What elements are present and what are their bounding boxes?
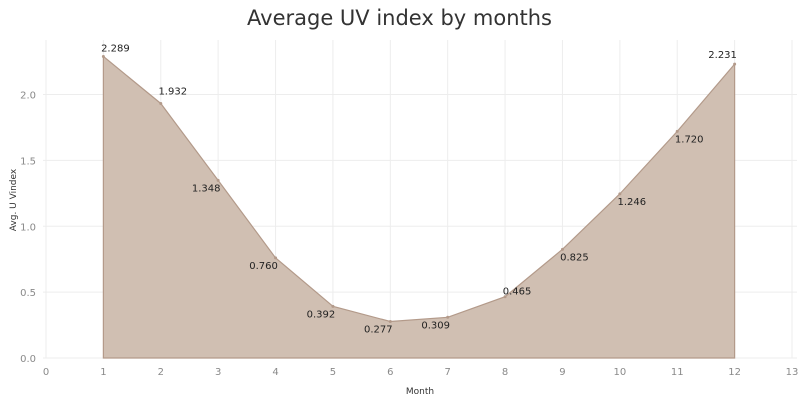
x-tick-label: 1	[100, 367, 106, 378]
x-tick-label: 5	[330, 367, 336, 378]
x-tick-label: 0	[43, 367, 49, 378]
x-tick-label: 3	[215, 367, 221, 378]
x-tick-label: 8	[502, 367, 508, 378]
data-label-month-9: 0.825	[560, 252, 589, 263]
data-label-month-11: 1.720	[675, 134, 704, 145]
y-tick-label: 2.0	[20, 91, 36, 102]
x-tick-label: 2	[158, 367, 164, 378]
y-axis: 0.0 0.5 1.0 1.5 2.0	[20, 91, 36, 365]
data-point-month-5	[331, 304, 335, 308]
data-label-month-5: 0.392	[307, 309, 336, 320]
data-label-month-12: 2.231	[708, 50, 737, 61]
data-label-month-4: 0.760	[249, 261, 278, 272]
x-tick-label: 6	[387, 367, 393, 378]
x-tick-label: 11	[671, 367, 684, 378]
x-tick-label: 10	[613, 367, 626, 378]
data-point-month-6	[388, 320, 392, 324]
data-labels: 2.289 1.932 1.348 0.760 0.392 0.277 0.309 0.465…	[101, 43, 737, 335]
x-tick-label: 7	[445, 367, 451, 378]
data-point-month-11	[675, 129, 679, 133]
data-label-month-1: 2.289	[101, 43, 130, 54]
data-label-month-10: 1.246	[618, 197, 647, 208]
data-label-month-2: 1.932	[158, 86, 187, 97]
x-axis: 0 1 2 3 4 5 6 7 8 9 10 11 12 13	[43, 367, 799, 378]
data-point-month-9	[560, 247, 564, 251]
data-label-month-8: 0.465	[503, 287, 532, 298]
y-tick-label: 0.0	[20, 354, 36, 365]
data-label-month-6: 0.277	[364, 325, 393, 336]
x-tick-label: 9	[559, 367, 565, 378]
data-point-month-3	[216, 178, 220, 182]
x-tick-label: 13	[786, 367, 799, 378]
data-point-month-2	[159, 101, 163, 105]
x-tick-label: 4	[272, 367, 278, 378]
data-point-month-1	[101, 54, 105, 58]
x-axis-title: Month	[406, 387, 434, 397]
area-series	[101, 54, 737, 359]
data-label-month-3: 1.348	[192, 183, 221, 194]
y-tick-label: 1.5	[20, 156, 36, 167]
data-point-month-12	[733, 62, 737, 66]
data-point-month-8	[503, 295, 507, 299]
y-tick-label: 0.5	[20, 288, 36, 299]
x-tick-label: 12	[728, 367, 741, 378]
chart-title: Average UV index by months	[247, 6, 552, 30]
y-axis-title: Avg. U Vindex	[9, 168, 19, 231]
data-point-month-10	[618, 192, 622, 196]
data-point-month-7	[446, 315, 450, 319]
data-label-month-7: 0.309	[421, 320, 450, 331]
data-point-month-4	[274, 256, 278, 260]
y-tick-label: 1.0	[20, 222, 36, 233]
